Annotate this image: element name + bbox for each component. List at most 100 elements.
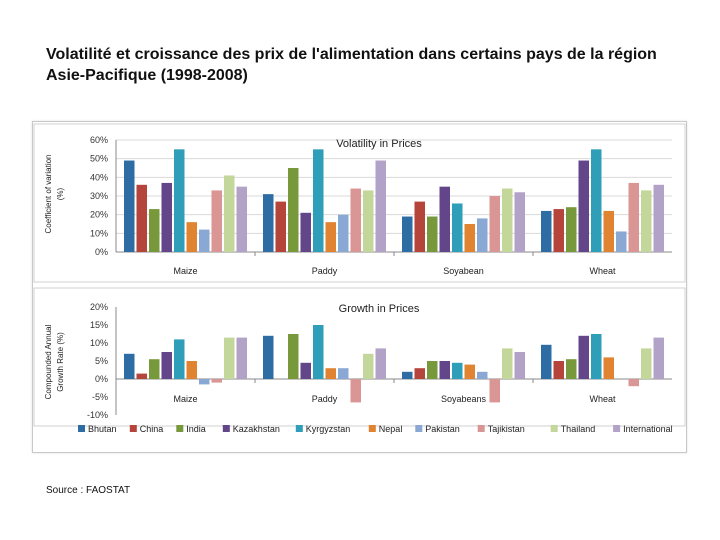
bar-international-paddy bbox=[375, 160, 386, 252]
legend-label-china: China bbox=[140, 424, 164, 434]
y-tick-label: 0% bbox=[95, 374, 108, 384]
bar-nepal-paddy bbox=[325, 368, 336, 379]
legend-swatch-international bbox=[613, 425, 621, 432]
bar-kyrgyzstan-wheat bbox=[591, 149, 602, 252]
bar-kyrgyzstan-wheat bbox=[591, 334, 602, 379]
y-tick-label: 20% bbox=[90, 210, 108, 220]
y-axis-title: (%) bbox=[56, 187, 65, 200]
category-label: Maize bbox=[173, 394, 197, 404]
y-tick-label: 5% bbox=[95, 356, 108, 366]
category-label: Paddy bbox=[312, 394, 338, 404]
bar-india-paddy bbox=[288, 168, 299, 252]
panel-frame bbox=[33, 287, 686, 427]
bar-kazakhstan-paddy bbox=[300, 362, 311, 379]
bar-bhutan-wheat bbox=[541, 344, 552, 379]
category-label: Paddy bbox=[312, 266, 338, 276]
bar-international-maize bbox=[236, 337, 247, 379]
bar-nepal-wheat bbox=[603, 210, 614, 252]
bar-bhutan-paddy bbox=[263, 335, 274, 379]
y-tick-label: 15% bbox=[90, 320, 108, 330]
bar-kazakhstan-maize bbox=[161, 182, 172, 252]
bar-kazakhstan-soyabean bbox=[439, 186, 450, 252]
y-tick-label: 60% bbox=[90, 135, 108, 145]
bar-bhutan-soyabeans bbox=[402, 371, 413, 379]
legend-swatch-tajikistan bbox=[477, 425, 485, 432]
bar-india-maize bbox=[149, 209, 160, 252]
y-tick-label: 0% bbox=[95, 247, 108, 257]
bar-international-soyabean bbox=[514, 192, 525, 252]
bar-kyrgyzstan-soyabean bbox=[452, 203, 463, 252]
legend-swatch-india bbox=[176, 425, 184, 432]
bar-thailand-paddy bbox=[363, 353, 374, 379]
chart-canvas: 0% 10% 20% 30% 40% 50% 60% Volatility in Prices… bbox=[33, 123, 686, 434]
y-tick-label: 10% bbox=[90, 228, 108, 238]
source-note: Source : FAOSTAT bbox=[46, 485, 131, 496]
bar-india-maize bbox=[149, 359, 160, 379]
y-axis-title: Compounded Annual bbox=[44, 324, 53, 399]
bar-nepal-paddy bbox=[325, 222, 336, 252]
bar-nepal-maize bbox=[186, 361, 197, 379]
bar-kazakhstan-wheat bbox=[578, 335, 589, 379]
legend-swatch-pakistan bbox=[415, 425, 423, 432]
category-label: Wheat bbox=[589, 394, 616, 404]
bar-tajikistan-maize bbox=[211, 379, 222, 383]
category-label: Maize bbox=[173, 266, 197, 276]
bar-thailand-maize bbox=[224, 337, 235, 379]
bar-pakistan-maize bbox=[199, 229, 210, 252]
bar-kyrgyzstan-paddy bbox=[313, 325, 324, 379]
bar-kyrgyzstan-paddy bbox=[313, 149, 324, 252]
y-tick-label: 30% bbox=[90, 191, 108, 201]
category-label: Wheat bbox=[589, 266, 616, 276]
bar-thailand-wheat bbox=[641, 348, 652, 379]
bar-bhutan-wheat bbox=[541, 210, 552, 252]
bar-pakistan-paddy bbox=[338, 214, 349, 252]
bar-kyrgyzstan-soyabeans bbox=[452, 362, 463, 379]
bar-tajikistan-soyabean bbox=[489, 196, 500, 252]
category-label: Soyabeans bbox=[441, 394, 487, 404]
bar-nepal-wheat bbox=[603, 357, 614, 379]
legend-label-thailand: Thailand bbox=[561, 424, 596, 434]
bar-india-soyabean bbox=[427, 216, 438, 252]
bar-india-wheat bbox=[566, 207, 577, 252]
legend-swatch-kyrgyzstan bbox=[295, 425, 303, 432]
bar-international-paddy bbox=[375, 348, 386, 379]
bar-pakistan-paddy bbox=[338, 368, 349, 379]
bar-india-soyabeans bbox=[427, 361, 438, 379]
bar-kazakhstan-wheat bbox=[578, 160, 589, 252]
bar-china-paddy bbox=[275, 201, 286, 252]
bar-tajikistan-paddy bbox=[350, 379, 361, 403]
bar-thailand-soyabeans bbox=[502, 348, 513, 379]
slide-title: Volatilité et croissance des prix de l'a… bbox=[46, 46, 657, 84]
bar-international-wheat bbox=[653, 184, 664, 252]
bar-china-wheat bbox=[553, 209, 564, 252]
legend-swatch-china bbox=[129, 425, 137, 432]
bar-pakistan-soyabean bbox=[477, 218, 488, 252]
bar-china-maize bbox=[136, 373, 147, 379]
bar-tajikistan-wheat bbox=[628, 182, 639, 252]
legend-label-bhutan: Bhutan bbox=[88, 424, 117, 434]
bar-kazakhstan-soyabeans bbox=[439, 361, 450, 379]
y-tick-label: 20% bbox=[90, 302, 108, 312]
legend-label-international: International bbox=[623, 424, 673, 434]
legend-label-nepal: Nepal bbox=[379, 424, 403, 434]
bar-thailand-soyabean bbox=[502, 188, 513, 252]
bar-bhutan-paddy bbox=[263, 194, 274, 252]
legend-label-kazakhstan: Kazakhstan bbox=[233, 424, 280, 434]
bar-nepal-soyabeans bbox=[464, 364, 475, 379]
legend-swatch-nepal bbox=[368, 425, 376, 432]
bar-china-maize bbox=[136, 184, 147, 252]
bar-thailand-paddy bbox=[363, 190, 374, 252]
bar-china-wheat bbox=[553, 361, 564, 379]
bar-tajikistan-soyabeans bbox=[489, 379, 500, 403]
bar-bhutan-maize bbox=[124, 160, 135, 252]
bar-kazakhstan-paddy bbox=[300, 212, 311, 252]
bar-china-soyabeans bbox=[414, 368, 425, 379]
bar-nepal-soyabean bbox=[464, 224, 475, 252]
bar-tajikistan-wheat bbox=[628, 379, 639, 387]
bar-kyrgyzstan-maize bbox=[174, 149, 185, 252]
bar-thailand-wheat bbox=[641, 190, 652, 252]
y-tick-label: 40% bbox=[90, 172, 108, 182]
bar-nepal-maize bbox=[186, 222, 197, 252]
y-axis-title: Coefficient of variation bbox=[44, 154, 53, 233]
bar-pakistan-maize bbox=[199, 379, 210, 385]
